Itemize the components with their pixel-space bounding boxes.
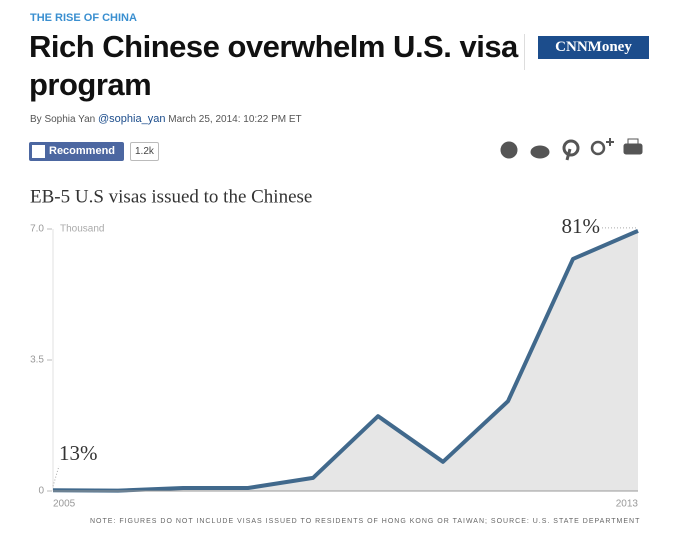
line xyxy=(52,229,639,493)
fb-icon: ​ xyxy=(32,145,45,158)
reddit-icon[interactable] xyxy=(530,145,550,159)
byline: By Sophia Yan @sophia_yan March 25, 2014… xyxy=(30,113,302,125)
y-tick-label: 0 xyxy=(38,486,44,497)
pinterest-icon[interactable] xyxy=(562,139,580,157)
chart-title: EB-5 U.S visas issued to the Chinese xyxy=(30,186,312,207)
x-tick-label: 2005 xyxy=(53,499,76,510)
recommend-button[interactable]: ​ Recommend xyxy=(29,142,124,161)
annotation-leader xyxy=(52,465,60,487)
area xyxy=(53,230,638,491)
divider xyxy=(524,34,525,70)
date: March 25, 2014: 10:22 PM ET xyxy=(168,114,302,125)
gplus-plus xyxy=(606,138,614,146)
y-unit-label: Thousand xyxy=(60,224,104,235)
print-paper xyxy=(627,138,639,145)
twitter-handle[interactable]: @sophia_yan xyxy=(98,113,166,125)
y-tick-label: 7.0 xyxy=(30,224,44,235)
annotation: 13% xyxy=(59,441,98,465)
pinterest-stem xyxy=(565,148,572,161)
section-label[interactable]: THE RISE OF CHINA xyxy=(30,12,137,24)
recommend-count: 1.2k xyxy=(130,142,159,161)
stumble-icon[interactable] xyxy=(500,141,518,159)
share-icons[interactable] xyxy=(500,138,643,161)
note: NOTE: FIGURES DO NOT INCLUDE VISAS ISSUE… xyxy=(90,518,640,525)
annotation: 81% xyxy=(562,214,601,238)
print-icon[interactable] xyxy=(623,143,643,155)
headline: Rich Chinese overwhelm U.S. visa program xyxy=(29,29,518,102)
recommend-text: Recommend xyxy=(49,145,116,157)
logo[interactable]: CNNMoney xyxy=(538,36,649,59)
y-tick-label: 3.5 xyxy=(30,355,44,366)
x-tick-label: 2013 xyxy=(616,499,639,510)
gplus-icon[interactable] xyxy=(590,140,606,156)
author: By Sophia Yan xyxy=(30,114,96,125)
